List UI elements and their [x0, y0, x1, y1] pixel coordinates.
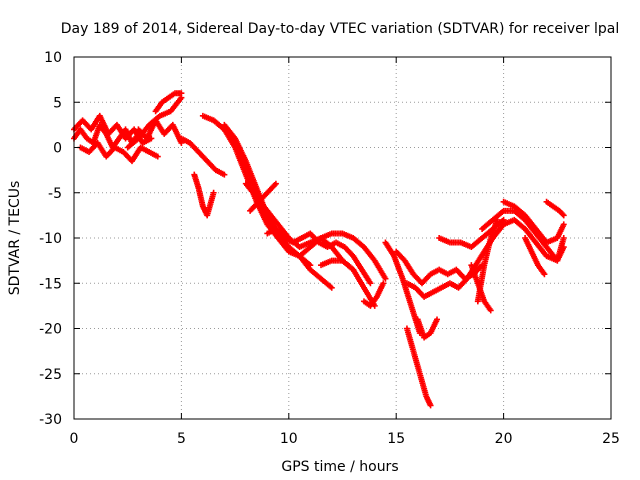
series-arc-19: [403, 325, 434, 409]
y-tick-label: -10: [39, 231, 62, 247]
series-arc-17: [360, 280, 387, 309]
series-arc-18: [382, 239, 423, 337]
series-arc-7: [191, 171, 217, 219]
data-point: [210, 189, 217, 196]
data-point: [328, 284, 335, 291]
y-tick-label: 0: [53, 141, 62, 157]
series-arc-16: [318, 257, 378, 309]
x-tick-label: 0: [70, 431, 79, 447]
data-point: [367, 280, 374, 287]
y-axis-label: SDTVAR / TECUs: [7, 181, 23, 296]
y-tick-label: 10: [44, 50, 62, 66]
data-point: [178, 90, 185, 97]
data-point: [382, 275, 389, 282]
series-arc-6: [152, 90, 185, 115]
data-point: [272, 180, 279, 187]
data-points: [71, 90, 567, 409]
y-tick-label: -20: [39, 322, 62, 338]
series-arc-27: [489, 216, 567, 264]
series-arc-20: [393, 248, 486, 287]
data-point: [380, 280, 387, 287]
x-tick-label: 15: [387, 431, 405, 447]
x-tick-label: 5: [177, 431, 186, 447]
series-arc-22: [414, 316, 441, 341]
data-point: [487, 307, 494, 314]
x-tick-label: 25: [602, 431, 620, 447]
y-tick-label: -25: [39, 367, 62, 383]
series-arc-13: [264, 225, 374, 287]
series-arc-5: [135, 117, 185, 146]
series-arc-8: [178, 135, 228, 178]
series-arc-14: [247, 180, 279, 214]
data-point: [560, 212, 567, 219]
data-point: [560, 244, 567, 251]
series-arc-28: [500, 198, 567, 246]
axis-ticks: 0 5 10 15 20 25 -30 -25 -20 -15 -10 -5 0 5 10: [39, 50, 620, 447]
data-point: [427, 402, 434, 409]
series-arc-15: [296, 230, 389, 282]
data-point: [221, 171, 228, 178]
chart-title: Day 189 of 2014, Sidereal Day-to-day VTE…: [61, 21, 619, 37]
data-point: [541, 271, 548, 278]
series-arc-29: [522, 235, 548, 278]
y-tick-label: -15: [39, 276, 62, 292]
x-tick-label: 10: [280, 431, 298, 447]
data-point: [560, 235, 567, 241]
data-point: [560, 221, 567, 228]
data-point: [154, 153, 161, 160]
data-point: [559, 211, 566, 218]
data-point: [434, 316, 441, 323]
series-arc-2: [71, 112, 155, 146]
series-arc-30: [543, 198, 567, 219]
series-arc-3: [77, 139, 161, 165]
x-axis-label: GPS time / hours: [281, 459, 398, 475]
y-tick-label: -30: [39, 412, 62, 428]
x-tick-label: 20: [495, 431, 513, 447]
y-tick-label: 5: [53, 95, 62, 111]
y-tick-label: -5: [48, 186, 62, 202]
